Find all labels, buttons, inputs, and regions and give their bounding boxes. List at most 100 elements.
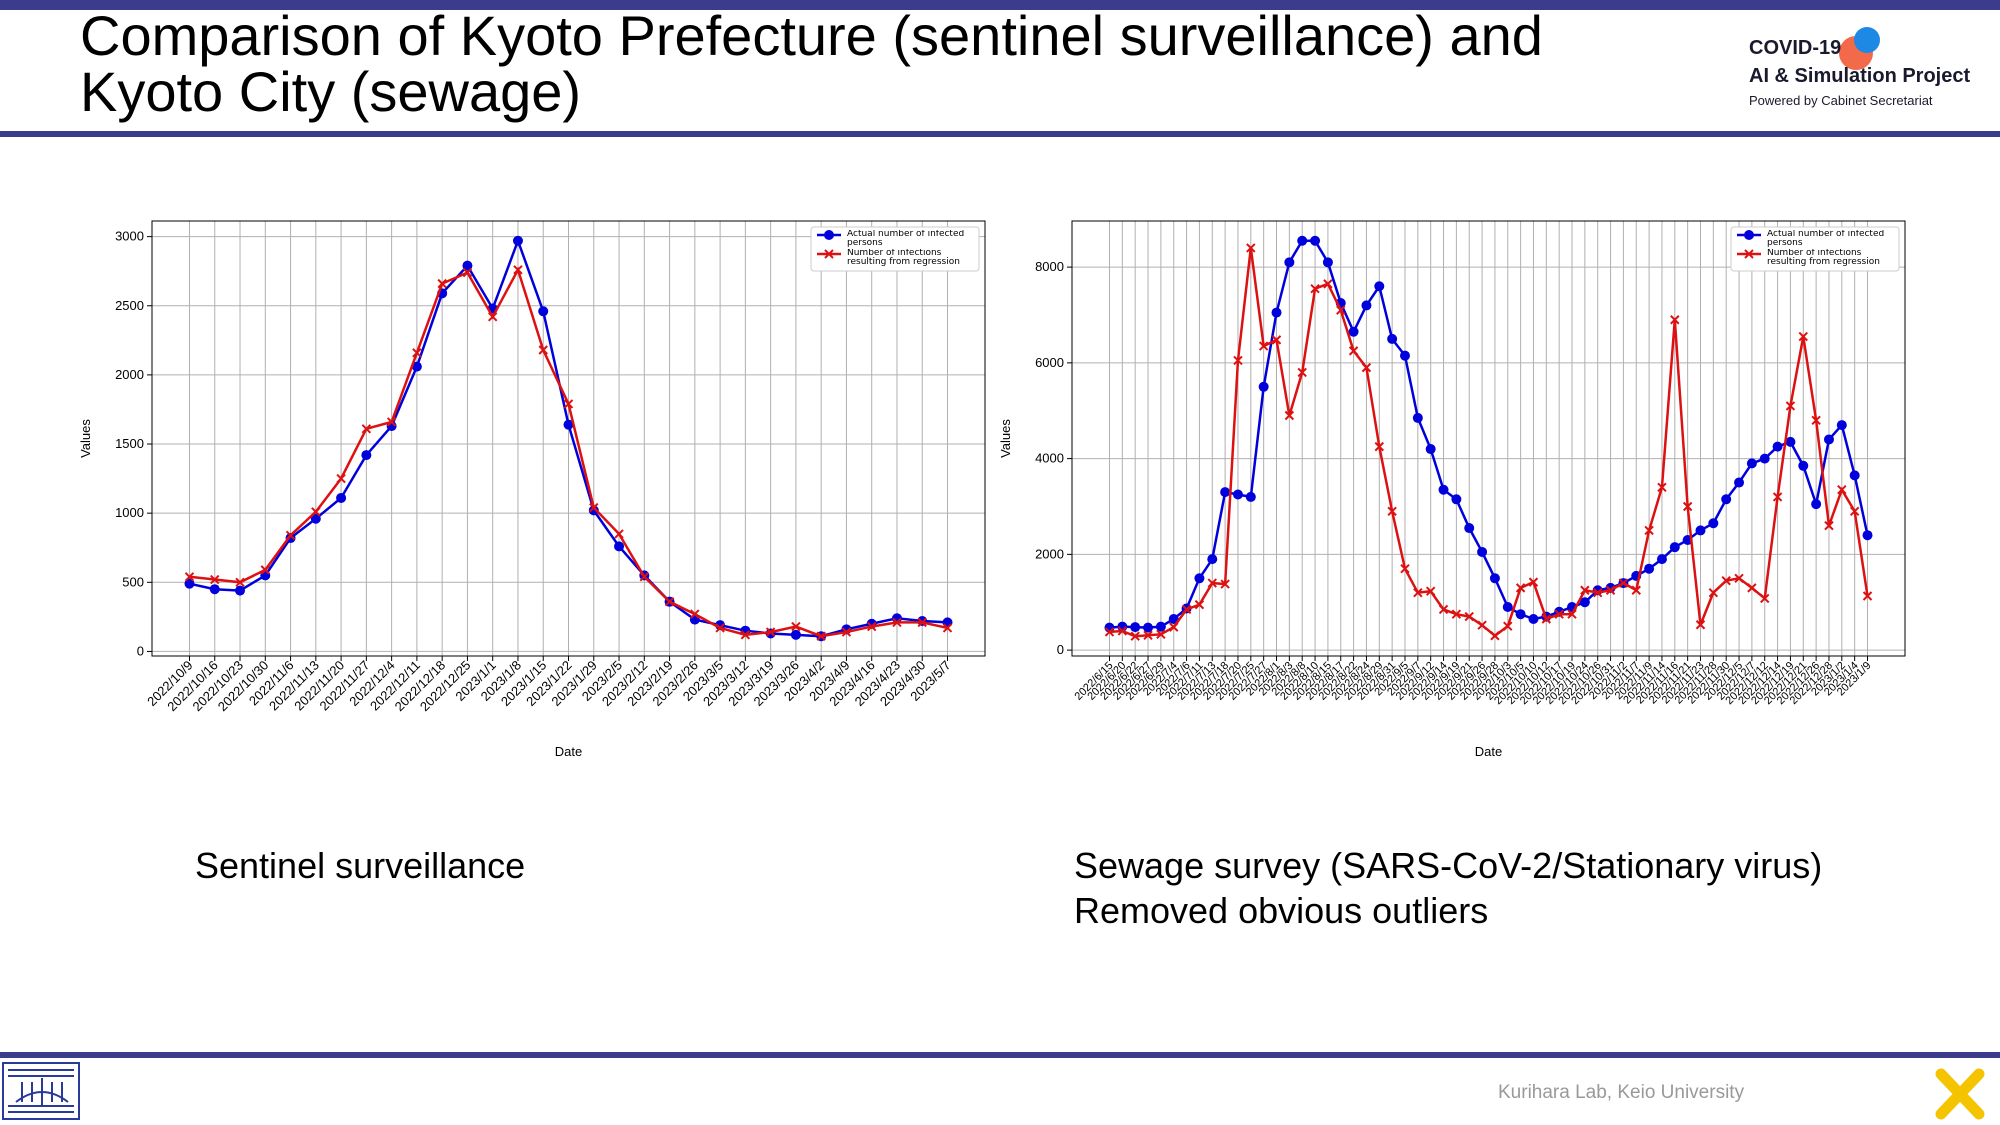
marker bbox=[563, 419, 574, 430]
marker bbox=[1464, 611, 1474, 622]
marker bbox=[184, 578, 195, 589]
marker bbox=[209, 584, 220, 595]
caption: Removed obvious outliers bbox=[1074, 890, 1489, 931]
y-axis-label: Values bbox=[78, 419, 93, 458]
legend-label: Actual number of infected persons bbox=[1767, 230, 1885, 248]
marker bbox=[1785, 401, 1796, 411]
marker bbox=[1631, 585, 1641, 595]
marker bbox=[336, 473, 346, 484]
marker bbox=[462, 267, 473, 278]
y-tick-label: 1000 bbox=[115, 505, 144, 520]
marker bbox=[1143, 622, 1154, 633]
marker bbox=[235, 577, 245, 588]
marker bbox=[1104, 627, 1115, 637]
legend-box bbox=[810, 226, 980, 272]
marker bbox=[1489, 573, 1500, 584]
y-tick-label: 4000 bbox=[1035, 451, 1064, 466]
marker bbox=[614, 541, 625, 552]
marker bbox=[310, 513, 321, 524]
marker bbox=[1823, 434, 1834, 445]
marker bbox=[1323, 279, 1333, 289]
chart: 020004000600080002022/6/152022/6/202022/… bbox=[998, 220, 1906, 759]
logo-text: COVID-19 bbox=[1749, 37, 1841, 59]
marker bbox=[614, 529, 624, 539]
marker bbox=[690, 609, 700, 619]
plot-frame bbox=[151, 220, 986, 657]
marker bbox=[487, 312, 498, 322]
marker bbox=[1528, 613, 1539, 624]
marker bbox=[1579, 597, 1590, 608]
marker bbox=[1155, 621, 1166, 632]
marker bbox=[1258, 381, 1269, 392]
marker bbox=[437, 278, 447, 289]
marker bbox=[740, 630, 751, 640]
marker bbox=[1772, 492, 1783, 502]
x-mark bbox=[1935, 1068, 1985, 1120]
marker bbox=[1746, 458, 1757, 469]
marker bbox=[1284, 410, 1295, 421]
legend-entry: Actual number of infected persons bbox=[1767, 230, 1885, 248]
marker bbox=[1772, 441, 1783, 452]
marker bbox=[1374, 441, 1384, 452]
marker bbox=[1168, 613, 1179, 624]
y-tick-label: 500 bbox=[122, 574, 144, 589]
marker bbox=[1207, 578, 1217, 588]
legend-label: Number of infections resulting from regr… bbox=[847, 249, 960, 267]
marker bbox=[1425, 586, 1436, 596]
marker bbox=[412, 348, 422, 358]
marker bbox=[1297, 367, 1307, 378]
marker bbox=[1670, 315, 1680, 325]
marker bbox=[1744, 249, 1754, 259]
marker bbox=[1593, 587, 1603, 598]
marker bbox=[791, 621, 801, 632]
marker bbox=[513, 265, 523, 275]
marker bbox=[639, 572, 650, 582]
legend-label: Number of infections resulting from regr… bbox=[1767, 249, 1880, 267]
legend-label: Actual number of infected persons bbox=[847, 230, 965, 248]
top-bar bbox=[0, 0, 2000, 10]
marker bbox=[790, 629, 801, 640]
marker bbox=[1618, 578, 1629, 588]
y-tick-label: 6000 bbox=[1035, 355, 1064, 370]
marker bbox=[1644, 563, 1655, 574]
marker bbox=[1438, 604, 1449, 615]
marker bbox=[1824, 520, 1834, 531]
x-axis-label: Date bbox=[555, 744, 582, 759]
marker bbox=[260, 565, 270, 575]
marker bbox=[1669, 542, 1680, 553]
y-axis-label: Values bbox=[998, 419, 1013, 458]
marker bbox=[588, 505, 599, 516]
logo: COVID-19 AI & Simulation Project Powered… bbox=[1749, 27, 1970, 108]
marker bbox=[1130, 631, 1140, 641]
marker bbox=[1682, 501, 1693, 512]
marker bbox=[1399, 350, 1410, 361]
marker bbox=[1760, 593, 1770, 604]
marker bbox=[1438, 484, 1449, 495]
marker bbox=[1194, 599, 1205, 610]
marker bbox=[1451, 609, 1462, 619]
title-rule bbox=[0, 131, 2000, 137]
slide-title: Comparison of Kyoto Prefecture (sentinel… bbox=[80, 4, 1543, 123]
marker bbox=[361, 450, 372, 461]
marker bbox=[563, 399, 574, 409]
marker bbox=[1798, 331, 1808, 342]
marker bbox=[942, 623, 953, 633]
marker bbox=[1336, 305, 1346, 315]
logo-frame bbox=[2, 1062, 80, 1120]
marker bbox=[1387, 333, 1398, 344]
marker bbox=[1785, 436, 1796, 447]
series-line bbox=[1109, 247, 1869, 638]
marker bbox=[1734, 573, 1744, 584]
marker bbox=[824, 249, 834, 259]
marker bbox=[285, 530, 296, 540]
marker bbox=[1271, 335, 1282, 345]
marker bbox=[1657, 482, 1667, 493]
y-tick-label: 2000 bbox=[115, 367, 144, 382]
marker bbox=[1811, 415, 1821, 426]
marker bbox=[1117, 626, 1128, 636]
marker bbox=[1169, 622, 1179, 632]
marker bbox=[1220, 487, 1231, 498]
series-line bbox=[1109, 239, 1869, 629]
legend-box bbox=[1730, 226, 1900, 272]
